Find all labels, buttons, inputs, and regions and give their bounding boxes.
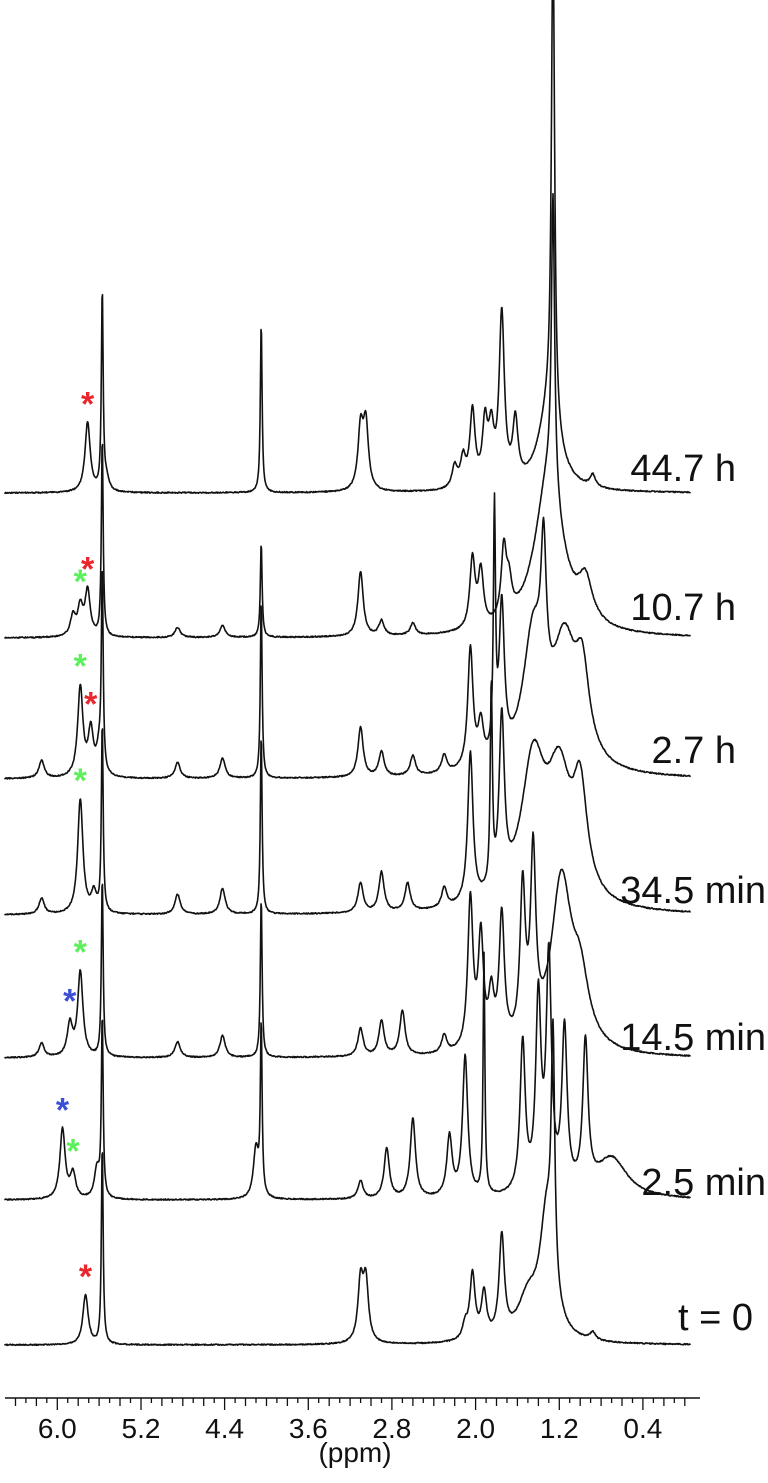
time-label: 2.5 min <box>641 1162 766 1204</box>
spectrum-trace <box>4 1018 691 1347</box>
x-tick-label: 2.8 <box>372 1413 411 1444</box>
peak-marker: * <box>74 563 88 601</box>
spectrum-trace <box>4 680 691 916</box>
spectrum-trace <box>4 831 691 1059</box>
spectrum-trace <box>4 0 691 495</box>
peak-marker: * <box>74 762 88 800</box>
time-label: 2.7 h <box>651 730 736 772</box>
peak-marker: * <box>63 982 77 1020</box>
x-tick-label: 3.6 <box>289 1413 328 1444</box>
x-axis-ticks: 6.0 5.2 4.4 3.6 2.8 2.0 1.2 0.4 <box>14 1398 686 1444</box>
peak-marker: * <box>74 934 88 972</box>
x-axis-title: (ppm) <box>318 1437 391 1468</box>
x-tick-label: 5.2 <box>122 1413 161 1444</box>
time-label: 34.5 min <box>620 870 766 912</box>
peak-marker: * <box>81 551 95 589</box>
x-axis: 6.0 5.2 4.4 3.6 2.8 2.0 1.2 0.4 (ppm) <box>5 1397 700 1468</box>
x-tick-label: 1.2 <box>540 1413 579 1444</box>
spectrum-trace <box>4 192 691 639</box>
spectra-traces <box>4 0 691 1347</box>
peak-marker: * <box>66 1132 80 1170</box>
spectrum-trace <box>4 492 691 780</box>
peak-marker: * <box>84 686 98 724</box>
peak-markers: *********** <box>56 386 98 1297</box>
time-label: 44.7 h <box>630 448 736 490</box>
peak-marker: * <box>81 386 95 424</box>
x-tick-label: 0.4 <box>623 1413 662 1444</box>
time-labels: 44.7 h 10.7 h 2.7 h 34.5 min 14.5 min 2.5 min… <box>620 448 766 1339</box>
time-label: 14.5 min <box>620 1017 766 1059</box>
time-label: t = 0 <box>678 1297 753 1339</box>
x-tick-label: 2.0 <box>456 1413 495 1444</box>
x-tick-label: 6.0 <box>38 1413 77 1444</box>
peak-marker: * <box>74 648 88 686</box>
peak-marker: * <box>56 1091 70 1129</box>
spectrum-trace <box>4 941 691 1201</box>
x-tick-label: 4.4 <box>205 1413 244 1444</box>
peak-marker: * <box>79 1258 93 1296</box>
time-label: 10.7 h <box>630 587 736 629</box>
